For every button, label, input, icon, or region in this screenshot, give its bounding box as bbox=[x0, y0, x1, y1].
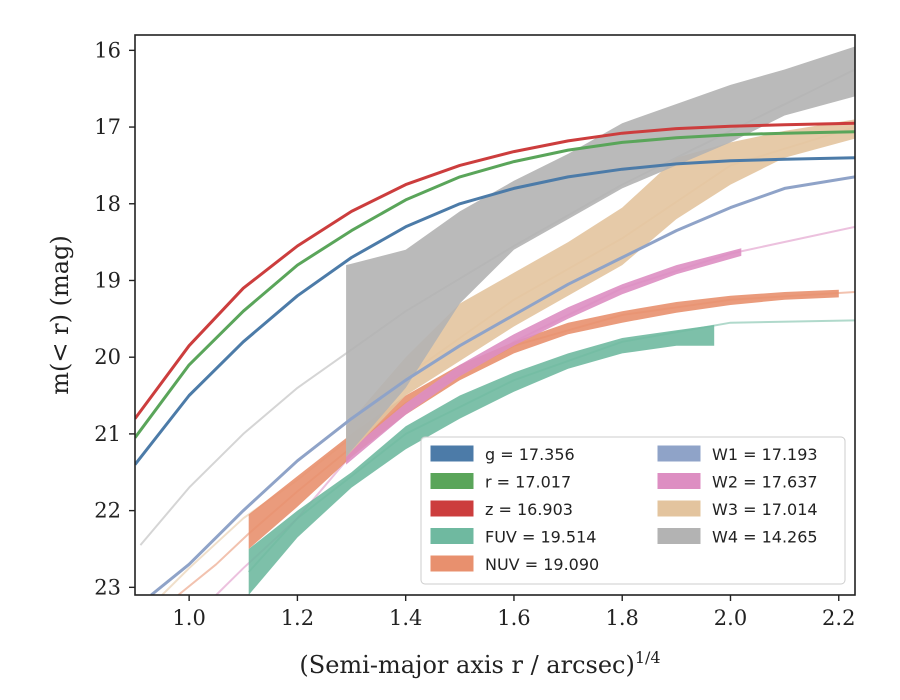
series-line-r bbox=[135, 130, 855, 439]
y-tick-label: 17 bbox=[94, 115, 121, 139]
series-line-g bbox=[135, 156, 855, 466]
legend-swatch bbox=[430, 528, 474, 544]
x-axis-label-exponent: 1/4 bbox=[635, 648, 661, 667]
legend: g = 17.356 r = 17.017 z = 16.903 FUV = 19.5… bbox=[420, 436, 846, 585]
y-tick-label: 22 bbox=[94, 499, 121, 523]
curve-layer bbox=[135, 121, 855, 595]
legend-swatch bbox=[657, 500, 701, 517]
y-tick-label: 21 bbox=[94, 422, 121, 446]
band-layer bbox=[248, 46, 855, 595]
legend-swatch bbox=[430, 555, 474, 572]
plot-area bbox=[135, 46, 855, 595]
series-line-z bbox=[135, 121, 855, 420]
legend-label: W4 = 14.265 bbox=[712, 528, 818, 547]
y-tick-label: 18 bbox=[94, 192, 121, 216]
legend-swatch bbox=[657, 445, 701, 462]
y-tick-label: 16 bbox=[94, 38, 121, 62]
x-axis-label: (Semi-major axis r / arcsec)1/4 bbox=[299, 648, 660, 679]
x-tick-label: 2.0 bbox=[714, 606, 747, 630]
legend-label: W3 = 17.014 bbox=[712, 500, 818, 519]
legend-label: W1 = 17.193 bbox=[712, 445, 818, 464]
legend-swatch bbox=[430, 445, 474, 462]
y-tick-label: 23 bbox=[94, 575, 121, 599]
x-axis-ticks: 1.0 1.2 1.4 1.6 1.8 2.0 2.2 bbox=[172, 595, 855, 630]
series-line-w1 bbox=[150, 175, 855, 595]
x-tick-label: 1.0 bbox=[172, 606, 205, 630]
x-tick-label: 1.2 bbox=[281, 606, 314, 630]
legend-label: FUV = 19.514 bbox=[485, 528, 596, 547]
y-tick-label: 20 bbox=[94, 345, 121, 369]
legend-label: W2 = 17.637 bbox=[712, 473, 818, 492]
series-band-w4 bbox=[346, 46, 855, 457]
legend-label: g = 17.356 bbox=[485, 445, 575, 464]
plot-frame bbox=[134, 34, 856, 596]
y-axis-ticks: 16 17 18 19 20 21 22 23 bbox=[94, 38, 135, 599]
x-tick-label: 1.6 bbox=[497, 606, 530, 630]
legend-frame bbox=[420, 436, 846, 585]
legend-swatch bbox=[430, 500, 474, 517]
legend-label: NUV = 19.090 bbox=[485, 555, 599, 574]
x-tick-label: 1.4 bbox=[389, 606, 422, 630]
legend-swatch bbox=[657, 528, 701, 544]
y-axis-label: m(< r) (mag) bbox=[46, 235, 74, 394]
x-tick-label: 2.2 bbox=[822, 606, 855, 630]
legend-label: r = 17.017 bbox=[485, 473, 571, 492]
legend-swatch bbox=[657, 473, 701, 489]
series-band-nuv bbox=[248, 289, 839, 549]
y-tick-label: 19 bbox=[94, 268, 121, 292]
x-tick-label: 1.8 bbox=[606, 606, 639, 630]
legend-label: z = 16.903 bbox=[485, 500, 573, 519]
legend-swatch bbox=[430, 473, 474, 489]
